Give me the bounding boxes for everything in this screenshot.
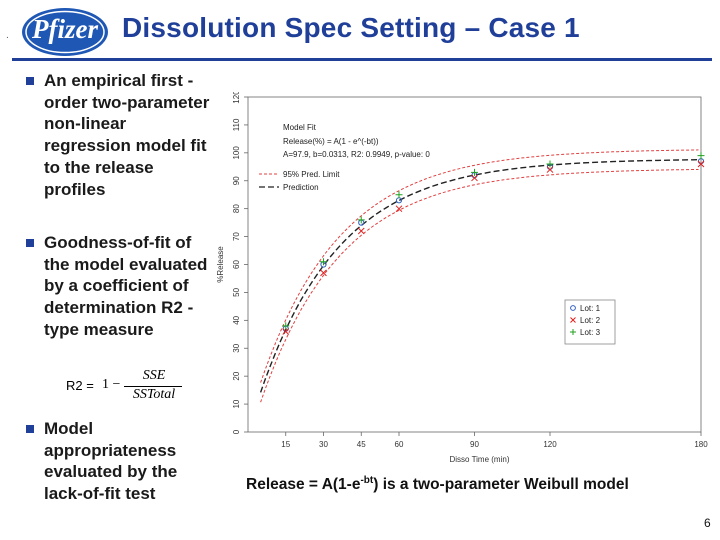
data-point-lot3 — [395, 191, 403, 199]
corner-mark: . — [6, 30, 9, 41]
plot-frame — [247, 96, 702, 433]
lower-prediction-limit-line — [260, 169, 699, 403]
legend-lot2-marker — [570, 317, 576, 323]
legend-pred-limit-label: 95% Pred. Limit — [283, 170, 340, 179]
x-tick-label: 120 — [543, 440, 557, 449]
y-tick-label: 90 — [232, 176, 241, 185]
bullet-square-icon — [26, 239, 34, 247]
data-point-lot2 — [320, 269, 327, 277]
x-tick-label: 60 — [395, 440, 404, 449]
formula-numerator: SSE — [142, 368, 166, 383]
upper-prediction-limit-line — [260, 149, 699, 383]
legend-series-label: Lot: 2 — [580, 316, 601, 325]
x-tick-label: 15 — [281, 440, 290, 449]
model-caption: Release = A(1-e-bt) is a two-parameter W… — [246, 475, 629, 494]
chart-svg: 0 10 20 30 40 50 60 70 80 90 100 110 120 15 30 45 60 90 12… — [216, 92, 708, 464]
logo-text: Pfizer — [32, 14, 98, 44]
bullet-item: Model appropriateness evaluated by the l… — [26, 418, 216, 505]
y-tick-label: 40 — [232, 315, 241, 324]
caption-suffix: ) is a two-parameter Weibull model — [373, 476, 629, 494]
x-tick-label: 90 — [470, 440, 479, 449]
data-point-lot2 — [697, 160, 705, 168]
data-point-lot2 — [395, 205, 403, 213]
data-point-lot3 — [282, 322, 290, 330]
model-fit-line — [259, 159, 699, 393]
title-divider — [12, 58, 712, 61]
page-title: Dissolution Spec Setting – Case 1 — [122, 12, 580, 43]
bullet-square-icon — [26, 425, 34, 433]
legend-series-label: Lot: 1 — [580, 304, 601, 313]
bullet-item: An empirical first -order two-parameter … — [26, 70, 216, 200]
data-point-lot3 — [546, 160, 554, 168]
y-tick-label: 120 — [232, 92, 241, 104]
legend-model-equation: Release(%) = A(1 - e^(-bt)) — [283, 137, 379, 146]
y-tick-label: 110 — [232, 118, 241, 131]
data-point-lot2 — [282, 328, 290, 335]
x-tick-label: 45 — [357, 440, 366, 449]
y-tick-label: 100 — [232, 146, 241, 160]
x-axis-label: Disso Time (min) — [449, 455, 509, 464]
formula-one-minus: 1 − — [102, 377, 121, 392]
pfizer-logo — [20, 4, 110, 60]
pfizer-logo-oval — [22, 8, 108, 56]
formula-denominator: SSTotal — [132, 387, 176, 402]
lot-legend-box — [564, 299, 616, 345]
x-tick-label: 30 — [319, 440, 328, 449]
y-tick-label: 80 — [232, 204, 241, 213]
bullet-item: Goodness-of-fit of the model evaluated b… — [26, 232, 216, 341]
y-tick-label: 10 — [232, 399, 241, 408]
y-tick-label: 70 — [232, 232, 241, 241]
y-tick-label: 20 — [232, 371, 241, 380]
formula-lhs: R2 = — [66, 378, 94, 393]
y-axis-label: %Release — [216, 246, 225, 283]
legend-lot3-marker — [570, 329, 576, 335]
data-point-lot3 — [320, 258, 327, 266]
bullet-square-icon — [26, 77, 34, 85]
caption-superscript: -bt — [360, 475, 374, 486]
legend-series-label: Lot: 3 — [580, 328, 601, 337]
dissolution-chart: 0 10 20 30 40 50 60 70 80 90 100 110 120 15 30 45 60 90 12… — [213, 92, 715, 470]
data-point-lot3 — [697, 152, 705, 160]
y-tick-label: 0 — [232, 429, 241, 434]
fraction-bar — [124, 386, 182, 387]
legend-model-params: A=97.9, b=0.0313, R2: 0.9949, p-value: 0 — [283, 150, 430, 159]
caption-prefix: Release = A(1-e — [246, 476, 361, 494]
data-point-lot2 — [357, 227, 365, 235]
data-point-lot3 — [357, 216, 365, 224]
bullet-text: Goodness-of-fit of the model evaluated b… — [44, 233, 208, 339]
y-tick-label: 30 — [232, 343, 241, 352]
page-number: 6 — [704, 516, 711, 530]
data-point-lot2 — [471, 174, 478, 182]
data-point-lot2 — [546, 166, 554, 173]
y-tick-label: 60 — [232, 260, 241, 269]
bullet-text: An empirical first -order two-parameter … — [44, 71, 210, 199]
legend-model-fit-label: Model Fit — [283, 123, 317, 132]
legend-lot1-marker — [570, 305, 576, 311]
data-point-lot3 — [471, 168, 478, 176]
legend-prediction-label: Prediction — [283, 183, 319, 192]
y-tick-label: 50 — [232, 287, 241, 296]
x-tick-label: 180 — [694, 440, 708, 449]
bullet-text: Model appropriateness evaluated by the l… — [44, 419, 178, 504]
